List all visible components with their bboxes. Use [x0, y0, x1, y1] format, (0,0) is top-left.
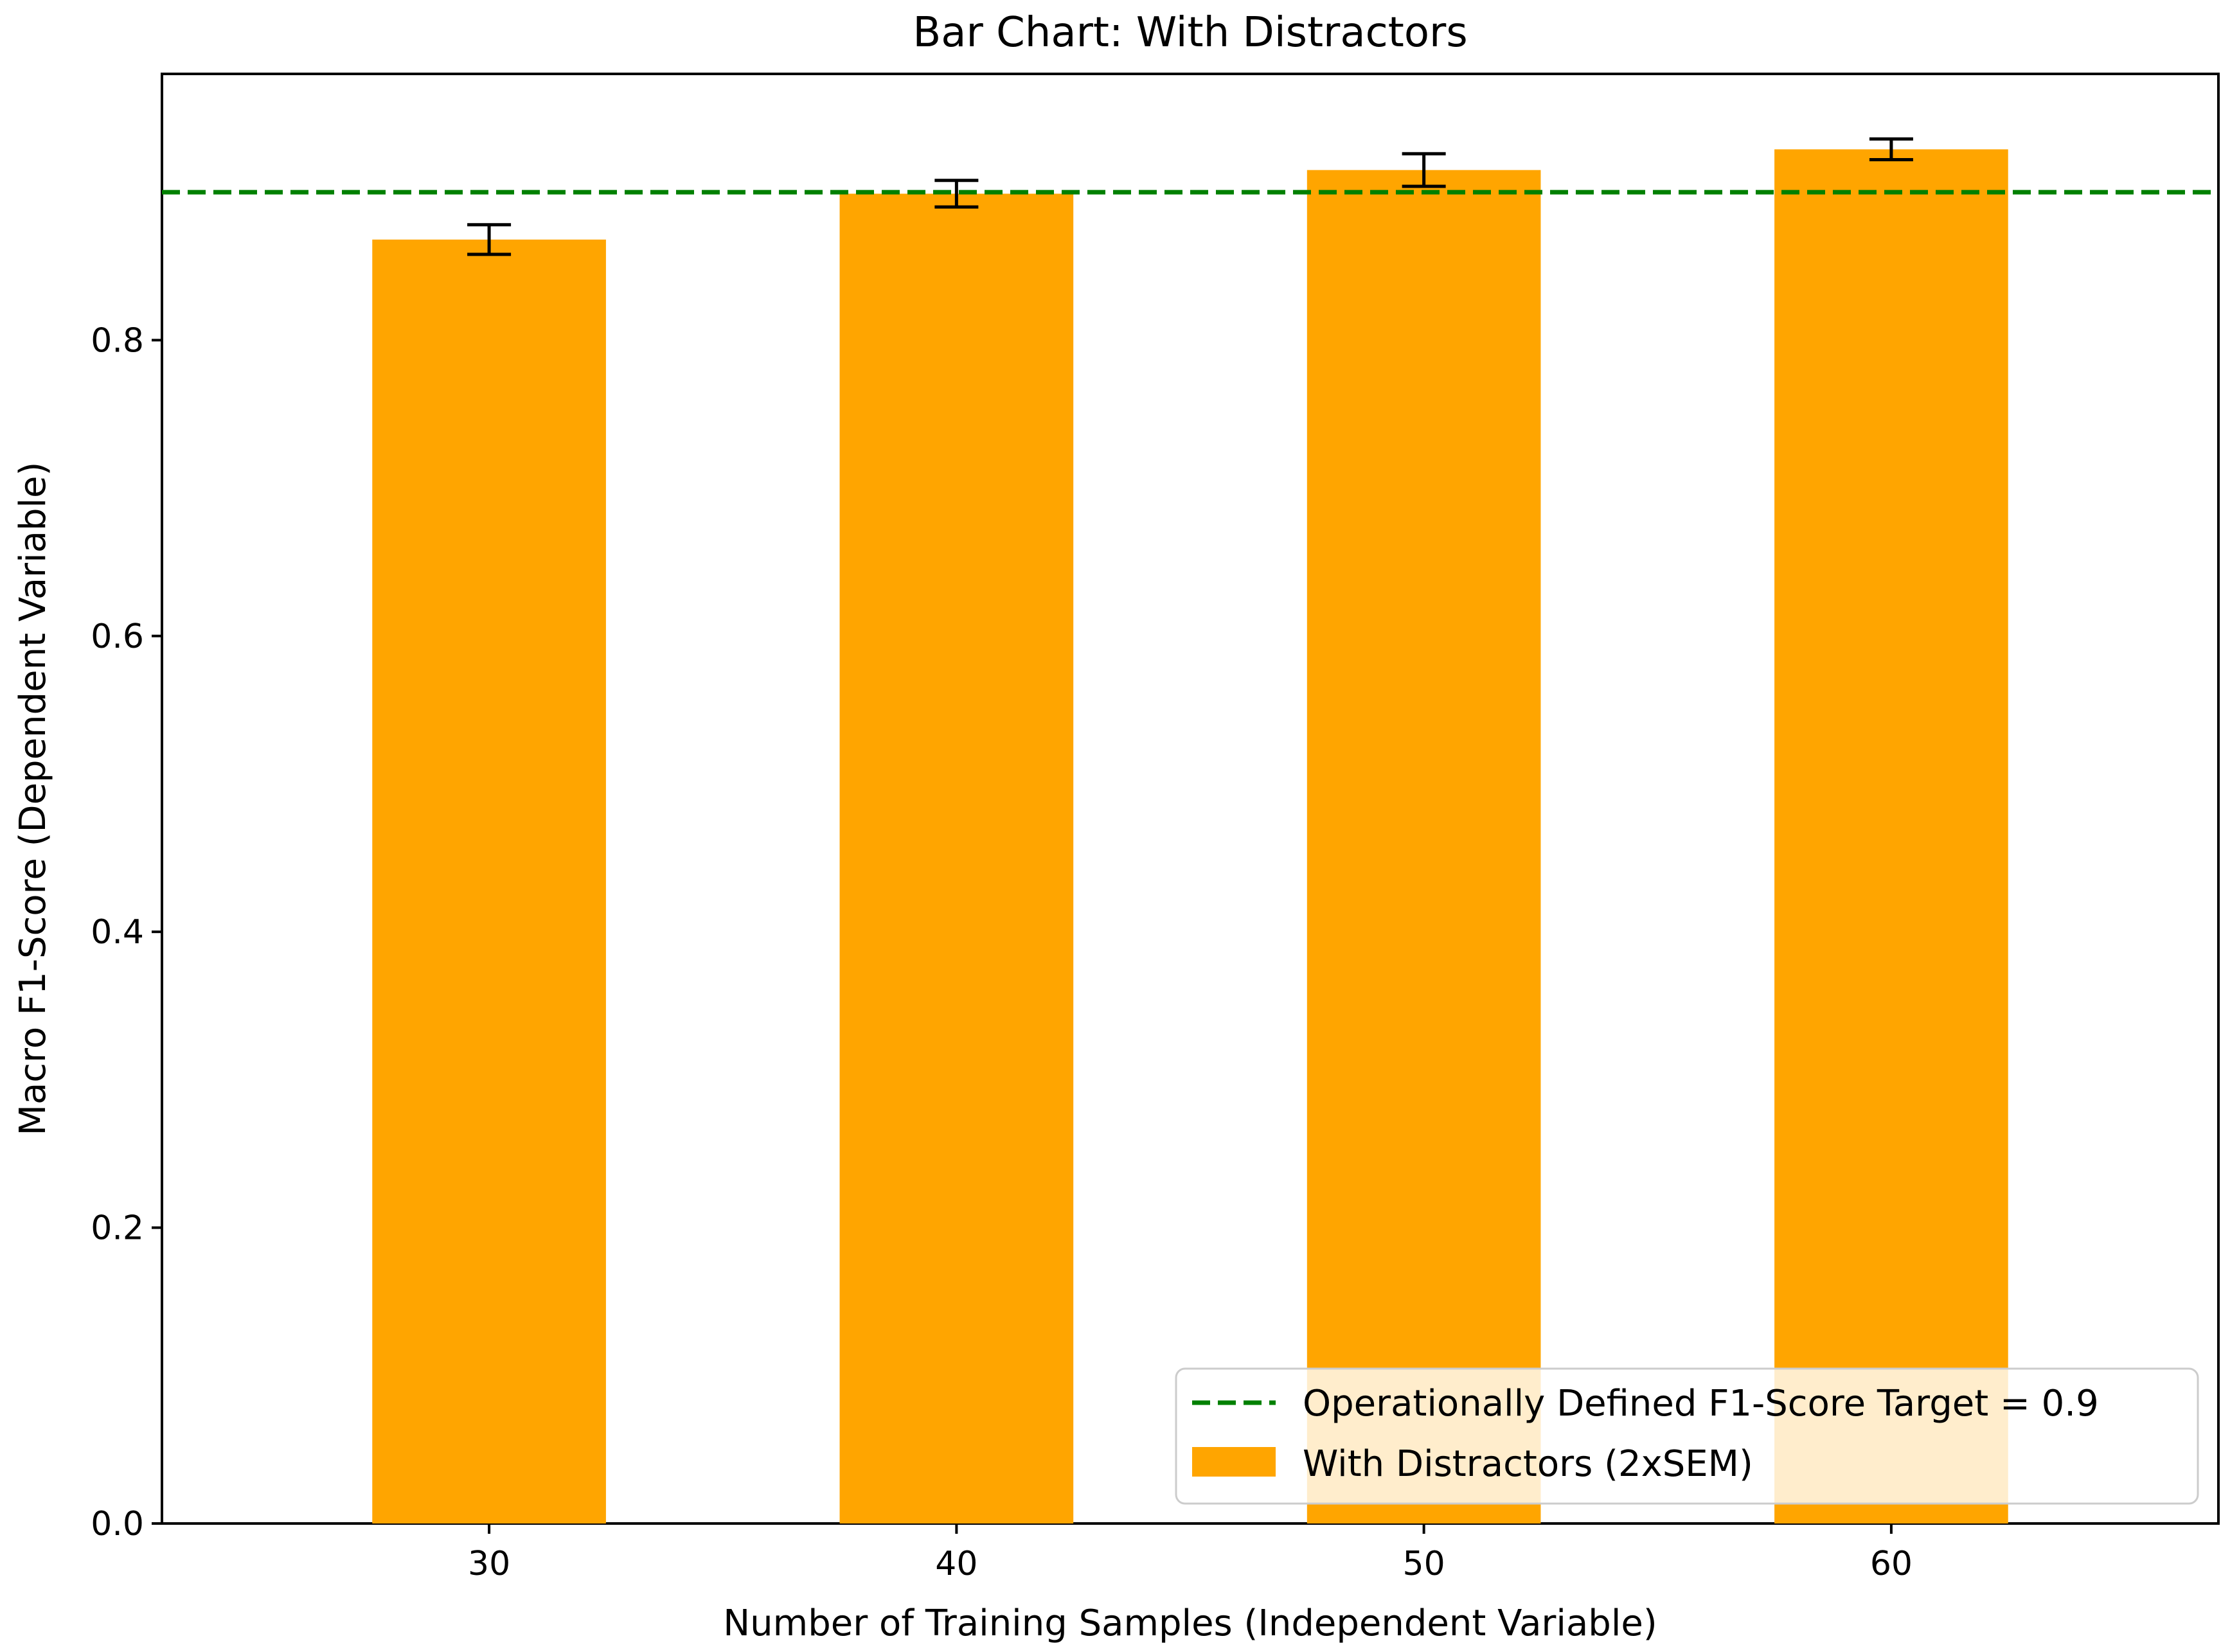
legend-box [1175, 1367, 2199, 1505]
legend: Operationally Defined F1-Score Target = … [1175, 1367, 2199, 1505]
bar-60 [1774, 149, 2008, 1524]
error-bars-group [467, 137, 1913, 256]
y-tick-label: 0.6 [91, 617, 144, 656]
x-axis: 30 40 50 60 [468, 1523, 1913, 1583]
y-tick-label: 0.0 [91, 1505, 144, 1543]
y-tick-label: 0.8 [91, 321, 144, 360]
y-axis: 0.0 0.2 0.4 0.6 0.8 [91, 321, 162, 1543]
error-bar-30 [467, 223, 512, 256]
bars-group [372, 149, 2008, 1524]
error-bar-60 [1869, 137, 1913, 162]
bar-30 [372, 239, 606, 1523]
error-bar-50 [1402, 152, 1446, 188]
bar-50 [1307, 170, 1541, 1524]
legend-bars-label: With Distractors (2xSEM) [1303, 1443, 1753, 1485]
chart-title: Bar Chart: With Distractors [913, 9, 1467, 57]
bar-40 [839, 193, 1074, 1523]
x-tick-label: 40 [935, 1545, 977, 1583]
plot-frame [161, 73, 2220, 1525]
plot-area [161, 73, 2220, 1525]
y-axis-label: Macro F1-Score (Dependent Variable) [12, 462, 54, 1136]
legend-bars-swatch [1192, 1447, 1276, 1477]
x-tick-label: 50 [1403, 1545, 1445, 1583]
legend-target-label: Operationally Defined F1-Score Target = … [1303, 1383, 2099, 1425]
x-tick-label: 60 [1870, 1545, 1913, 1583]
y-tick-label: 0.4 [91, 913, 144, 952]
x-tick-label: 30 [468, 1545, 510, 1583]
x-axis-label: Number of Training Samples (Independent … [723, 1603, 1657, 1644]
y-tick-label: 0.2 [91, 1209, 144, 1248]
error-bar-40 [934, 179, 979, 209]
